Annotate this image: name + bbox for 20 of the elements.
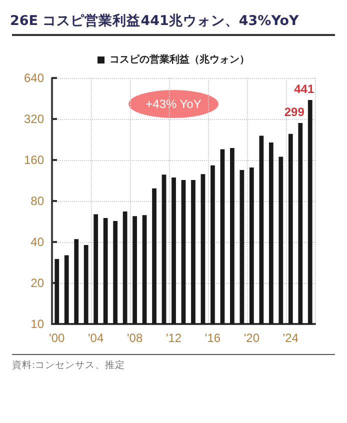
y-tick-label: 160	[24, 153, 44, 167]
y-tick-label: 640	[24, 71, 44, 85]
chart-title: 26E コスピ営業利益441兆ウォン、43%YoY	[9, 12, 300, 31]
y-tick-label: 320	[24, 112, 44, 126]
y-tick-label: 20	[30, 276, 44, 290]
y-tick-label: 10	[30, 317, 44, 331]
legend-label: コスピの営業利益（兆ウォン）	[110, 54, 250, 66]
x-tick-label: '12	[166, 331, 182, 345]
x-tick-label: '24	[282, 331, 299, 345]
data-label: 299	[284, 105, 305, 120]
x-tick-label: '20	[244, 331, 260, 345]
x-tick-label: '08	[126, 331, 143, 345]
data-label: 441	[294, 82, 314, 96]
x-tick-label: '00	[49, 331, 66, 345]
y-tick-label: 40	[30, 235, 44, 249]
y-tick-label: 80	[30, 194, 44, 208]
text: 資料:コンセンサス、推定	[11, 359, 126, 372]
annotation: +43% YoY	[146, 97, 202, 111]
x-tick-label: '16	[204, 331, 221, 345]
x-tick-label: '04	[88, 331, 104, 345]
